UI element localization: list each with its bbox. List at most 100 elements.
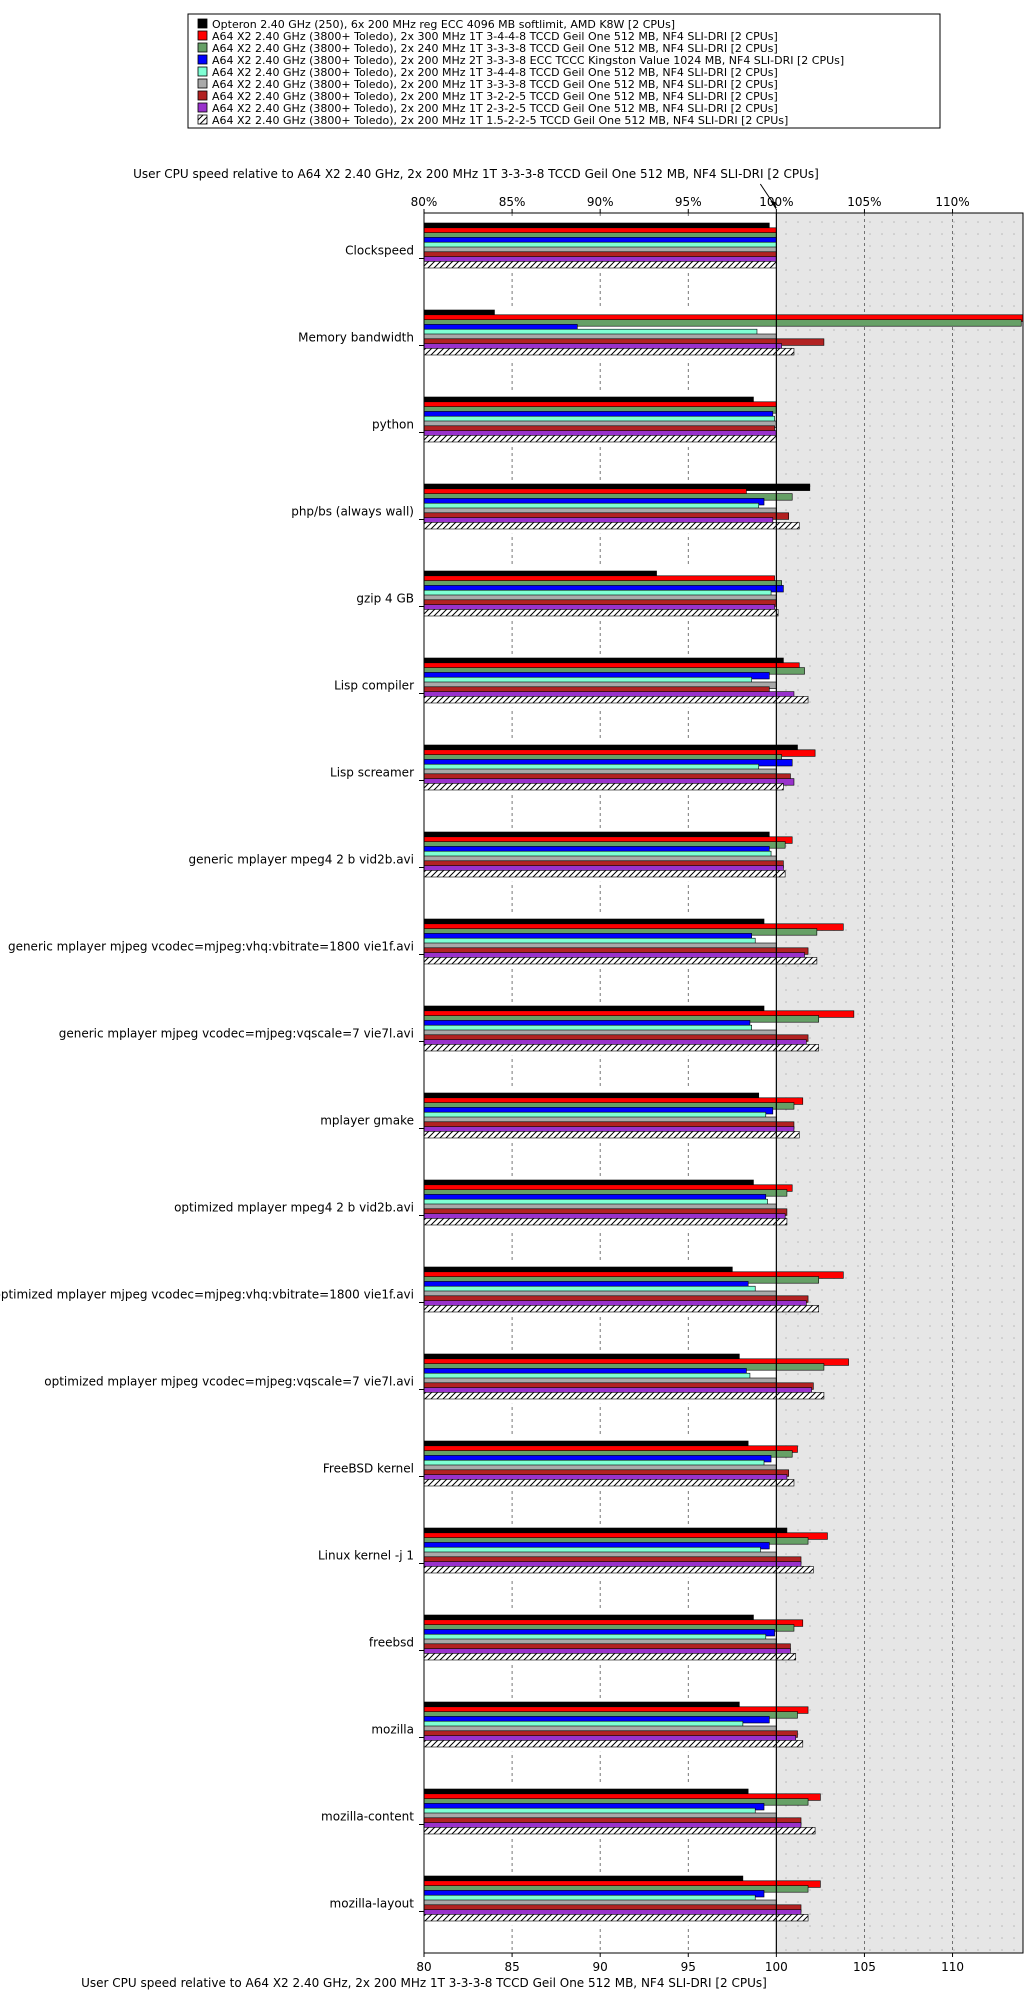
bottom-tick-label: 90 xyxy=(593,1960,608,1974)
bar-group: mozilla-layout xyxy=(330,1872,821,1926)
category-label: Lisp screamer xyxy=(330,766,414,780)
plot-area: Clockspeed Memory bandwidth python php/bs (… xyxy=(0,183,1024,1974)
category-label: gzip 4 GB xyxy=(356,592,414,606)
chart-title: User CPU speed relative to A64 X2 2.40 G… xyxy=(133,167,819,181)
legend-swatch xyxy=(197,42,208,53)
bar-group: generic mplayer mjpeg vcodec=mjpeg:vhq:v… xyxy=(8,915,844,969)
top-tick-label: 80% xyxy=(411,195,438,209)
legend-label: A64 X2 2.40 GHz (3800+ Toledo), 2x 200 M… xyxy=(212,78,778,91)
category-label: generic mplayer mjpeg vcodec=mjpeg:vqsca… xyxy=(59,1027,414,1041)
legend-swatch xyxy=(197,18,208,29)
bar xyxy=(423,609,779,617)
category-label: optimized mplayer mjpeg vcodec=mjpeg:vqs… xyxy=(44,1375,414,1389)
bar xyxy=(423,1392,825,1400)
category-label: generic mplayer mpeg4 2 b vid2b.avi xyxy=(189,853,414,867)
bar xyxy=(423,435,777,443)
legend-swatch xyxy=(197,54,208,65)
bottom-tick-label: 100 xyxy=(765,1960,788,1974)
legend-box xyxy=(187,13,941,129)
plot-frame xyxy=(423,212,1024,1954)
legend-swatch xyxy=(197,66,208,77)
title-arrow-head xyxy=(770,201,777,210)
bar-group: optimized mplayer mjpeg vcodec=mjpeg:vhq… xyxy=(0,1263,844,1317)
bar xyxy=(423,522,800,530)
category-label: Clockspeed xyxy=(345,244,414,258)
legend-swatch xyxy=(197,78,208,89)
top-tick-label: 100% xyxy=(759,195,793,209)
bar-group: Linux kernel -j 1 xyxy=(318,1524,828,1578)
bar-group: Lisp screamer xyxy=(330,741,816,795)
bar xyxy=(423,348,795,356)
bar-group: Lisp compiler xyxy=(334,654,809,708)
bar-group: freebsd xyxy=(369,1611,804,1665)
legend-swatch xyxy=(197,30,208,41)
bar xyxy=(423,1653,797,1661)
category-label: Linux kernel -j 1 xyxy=(318,1549,414,1563)
legend-label: A64 X2 2.40 GHz (3800+ Toledo), 2x 300 M… xyxy=(212,30,778,43)
bar xyxy=(423,1566,814,1574)
bar-group: optimized mplayer mjpeg vcodec=mjpeg:vqs… xyxy=(44,1350,849,1404)
category-label: optimized mplayer mjpeg vcodec=mjpeg:vhq… xyxy=(0,1288,414,1302)
legend: Opteron 2.40 GHz (250), 6x 200 MHz reg E… xyxy=(187,13,941,129)
bar xyxy=(423,1218,788,1226)
bar-group: generic mplayer mjpeg vcodec=mjpeg:vqsca… xyxy=(59,1002,855,1056)
category-label: Memory bandwidth xyxy=(298,331,414,345)
bar xyxy=(423,783,784,791)
legend-label: A64 X2 2.40 GHz (3800+ Toledo), 2x 200 M… xyxy=(212,90,778,103)
bottom-tick-label: 95 xyxy=(681,1960,696,1974)
category-label: php/bs (always wall) xyxy=(291,505,414,519)
legend-label: A64 X2 2.40 GHz (3800+ Toledo), 2x 200 M… xyxy=(212,114,788,127)
legend-label: A64 X2 2.40 GHz (3800+ Toledo), 2x 200 M… xyxy=(212,66,778,79)
bar-group: Memory bandwidth xyxy=(298,306,1024,360)
category-label: mozilla xyxy=(371,1723,414,1737)
legend-label: A64 X2 2.40 GHz (3800+ Toledo), 2x 240 M… xyxy=(212,42,778,55)
top-tick-label: 90% xyxy=(587,195,614,209)
bottom-tick-label: 85 xyxy=(504,1960,519,1974)
bar xyxy=(423,1305,819,1313)
bar xyxy=(423,1914,809,1922)
category-label: mplayer gmake xyxy=(320,1114,414,1128)
category-label: mozilla-layout xyxy=(330,1897,415,1911)
x-axis-label: User CPU speed relative to A64 X2 2.40 G… xyxy=(81,1976,767,1990)
bar xyxy=(423,957,818,965)
bar-group: gzip 4 GB xyxy=(356,567,784,621)
bottom-tick-label: 105 xyxy=(853,1960,876,1974)
bar-group: mozilla-content xyxy=(321,1785,821,1839)
category-label: generic mplayer mjpeg vcodec=mjpeg:vhq:v… xyxy=(8,940,414,954)
category-label: python xyxy=(372,418,414,432)
bottom-tick-label: 80 xyxy=(416,1960,431,1974)
category-label: freebsd xyxy=(369,1636,414,1650)
legend-swatch xyxy=(197,114,208,125)
bar xyxy=(423,1044,819,1052)
category-label: optimized mplayer mpeg4 2 b vid2b.avi xyxy=(174,1201,414,1215)
category-label: mozilla-content xyxy=(321,1810,414,1824)
legend-label: A64 X2 2.40 GHz (3800+ Toledo), 2x 200 M… xyxy=(212,54,844,67)
legend-swatch xyxy=(197,90,208,101)
bottom-tick-label: 110 xyxy=(941,1960,964,1974)
bar-group: mozilla xyxy=(371,1698,809,1752)
bar xyxy=(423,1827,816,1835)
bar-group: mplayer gmake xyxy=(320,1089,804,1143)
above-baseline-region xyxy=(776,213,1023,1953)
bar-group: generic mplayer mpeg4 2 b vid2b.avi xyxy=(189,828,793,882)
category-label: Lisp compiler xyxy=(334,679,414,693)
bar-group: php/bs (always wall) xyxy=(291,480,811,534)
bar xyxy=(423,1740,804,1748)
top-tick-label: 95% xyxy=(675,195,702,209)
bar xyxy=(423,261,777,269)
bar xyxy=(423,870,786,878)
legend-label: Opteron 2.40 GHz (250), 6x 200 MHz reg E… xyxy=(212,18,675,31)
bar-group: optimized mplayer mpeg4 2 b vid2b.avi xyxy=(174,1176,793,1230)
bar xyxy=(423,1131,800,1139)
bar xyxy=(423,696,809,704)
top-tick-label: 105% xyxy=(847,195,881,209)
legend-swatch xyxy=(197,102,208,113)
bar-group: python xyxy=(372,393,777,447)
category-label: FreeBSD kernel xyxy=(323,1462,414,1476)
bar xyxy=(423,1479,795,1487)
top-tick-label: 85% xyxy=(499,195,526,209)
top-tick-label: 110% xyxy=(935,195,969,209)
bar-group: Clockspeed xyxy=(345,219,777,273)
bar-group: FreeBSD kernel xyxy=(323,1437,798,1491)
